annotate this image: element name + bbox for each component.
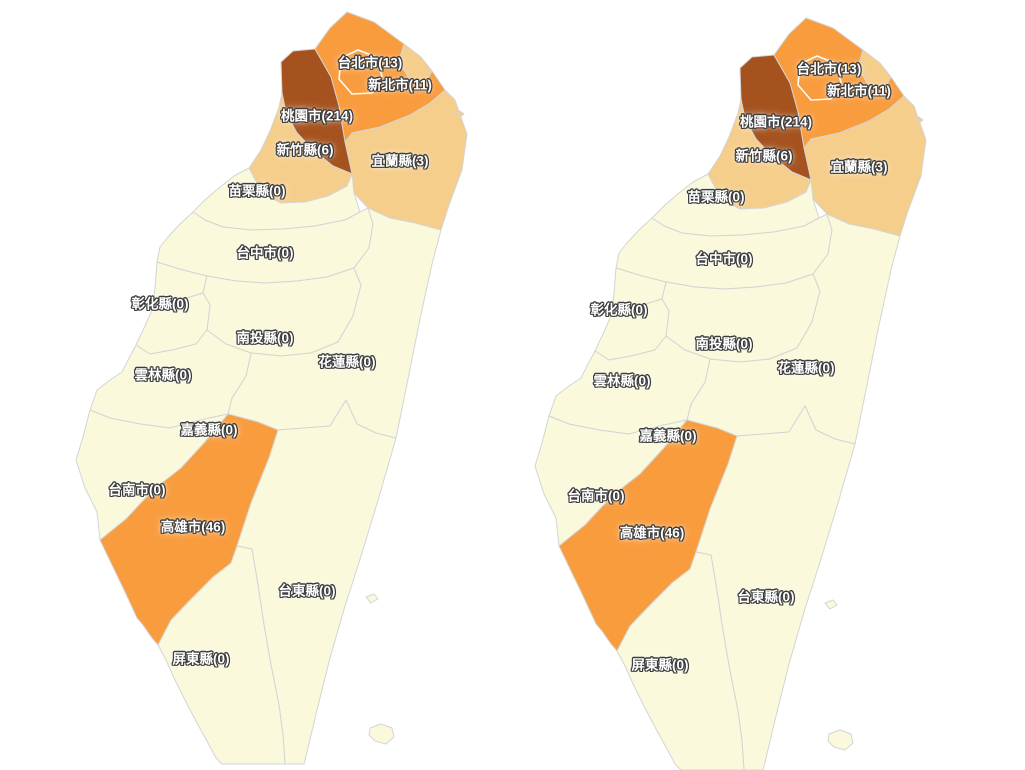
region-taipei[interactable]	[797, 55, 842, 101]
taiwan-choropleth-left-svg	[75, 11, 468, 765]
island-orchid-island[interactable]	[368, 723, 395, 745]
island-green-island[interactable]	[824, 599, 838, 610]
island-orchid-island[interactable]	[827, 729, 854, 751]
region-taipei[interactable]	[338, 49, 383, 95]
region-pingtung[interactable]	[157, 545, 286, 765]
taiwan-choropleth-left: 台北市(13) 新北市(11) 桃園市(214) 新竹縣(6) 宜蘭縣(3) 苗栗縣(0)…	[0, 0, 470, 765]
taiwan-choropleth-right-svg	[534, 17, 927, 770]
island-guishan-islet[interactable]	[454, 110, 465, 118]
area-northeast-coast-area[interactable]	[857, 49, 892, 91]
island-guishan-islet[interactable]	[913, 116, 924, 124]
taiwan-choropleth-right: 台北市(13) 新北市(11) 桃園市(214) 新竹縣(6) 宜蘭縣(3) 苗栗縣(0)…	[459, 6, 929, 770]
island-green-island[interactable]	[365, 593, 379, 604]
area-northeast-coast-area[interactable]	[398, 43, 433, 85]
